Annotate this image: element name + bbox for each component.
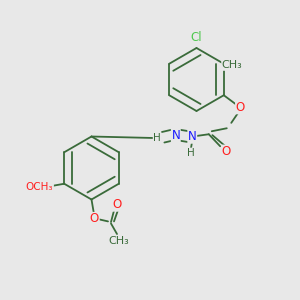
Text: OCH₃: OCH₃	[26, 182, 53, 192]
Text: CH₃: CH₃	[222, 60, 243, 70]
Text: CH₃: CH₃	[108, 236, 129, 247]
Text: N: N	[171, 129, 180, 142]
Text: N: N	[188, 130, 197, 143]
Text: O: O	[112, 198, 122, 211]
Text: O: O	[90, 212, 99, 226]
Text: H: H	[153, 133, 161, 143]
Text: Cl: Cl	[191, 31, 202, 44]
Text: O: O	[222, 145, 231, 158]
Text: H: H	[187, 148, 195, 158]
Text: O: O	[236, 101, 245, 114]
